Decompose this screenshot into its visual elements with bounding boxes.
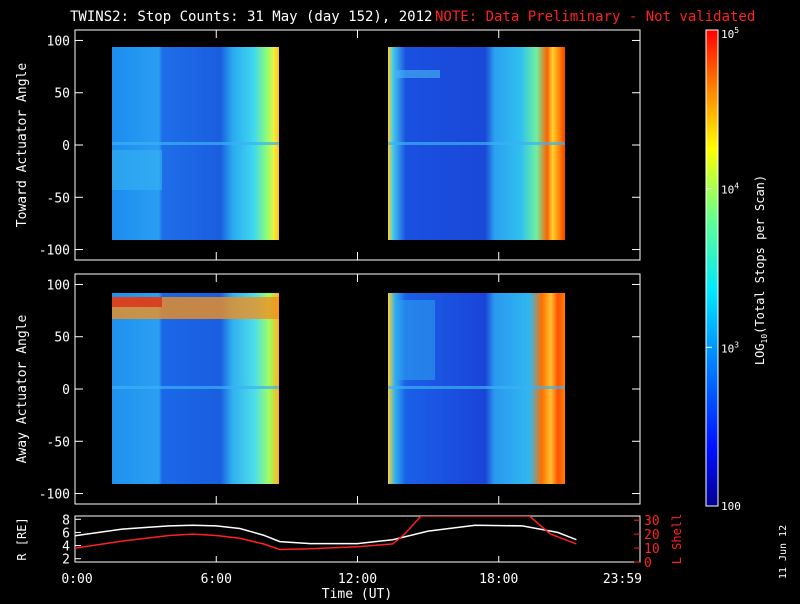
heatmap-feature	[112, 297, 162, 307]
orbit-axes-frame	[74, 515, 641, 563]
y-tick-label: 4	[62, 540, 70, 555]
y-tick-label-right: 20	[644, 528, 660, 543]
y-tick-label: -100	[39, 488, 70, 503]
toward-y-axis-label: Toward Actuator Angle	[15, 63, 30, 228]
y-tick-label: 50	[54, 87, 70, 102]
away-heatmap-panel: Away Actuator Angle 100 50 0 -50 -100	[15, 273, 641, 505]
x-tick-label: 6:00	[201, 572, 232, 587]
y-tick-label: 6	[62, 526, 70, 541]
side-date-stamp: 11 Jun 12	[778, 525, 789, 579]
x-tick-label: 18:00	[479, 572, 518, 587]
orbit-right-axis-label: L Shell	[670, 514, 684, 565]
colorbar-tick-label: 104	[721, 182, 739, 197]
y-tick-label-right: 0	[644, 556, 652, 571]
x-tick-label: 12:00	[338, 572, 377, 587]
heatmap-feature	[395, 300, 435, 380]
preliminary-note: NOTE: Data Preliminary - Not validated	[435, 9, 755, 25]
heatmap-feature	[112, 150, 162, 190]
colorbar-tick-label: 100	[721, 500, 741, 513]
zero-angle-stripe	[388, 386, 565, 389]
x-tick-label: 0:00	[61, 572, 92, 587]
x-tick-label: 23:59	[603, 572, 642, 587]
y-tick-label-right: 10	[644, 542, 660, 557]
figure-title: TWINS2: Stop Counts: 31 May (day 152), 2…	[70, 9, 432, 25]
y-tick-label: 8	[62, 513, 70, 528]
y-tick-label: 50	[54, 331, 70, 346]
zero-angle-stripe	[112, 142, 279, 145]
y-tick-label: 100	[47, 278, 70, 293]
y-tick-label: -50	[47, 435, 70, 450]
y-tick-label: 0	[62, 383, 70, 398]
toward-heatmap-panel: Toward Actuator Angle 100 50 0 -50 -100	[15, 29, 641, 261]
x-axis-label: Time (UT)	[322, 587, 392, 600]
colorbar-tick-label: 105	[721, 26, 739, 41]
away-heatmap-data	[112, 293, 565, 484]
colorbar-label: LOG10(Total Stops per Scan)	[753, 175, 769, 365]
y-tick-label: 2	[62, 553, 70, 568]
heatmap-feature	[395, 70, 440, 78]
colorbar-tick-label: 103	[721, 340, 739, 355]
y-tick-label: 100	[47, 34, 70, 49]
y-tick-label: -50	[47, 191, 70, 206]
colorbar: 100 103 104 105 LOG10(Total Stops per Scan)	[705, 26, 769, 513]
y-tick-label: -100	[39, 244, 70, 259]
zero-angle-stripe	[388, 142, 565, 145]
zero-angle-stripe	[112, 386, 279, 389]
toward-heatmap-data	[112, 47, 565, 240]
away-y-axis-label: Away Actuator Angle	[15, 314, 30, 463]
l-shell-series-line	[75, 516, 577, 551]
y-tick-label-right: 30	[644, 514, 660, 529]
colorbar-gradient	[705, 29, 719, 507]
y-tick-label: 0	[62, 139, 70, 154]
orbit-left-axis-label: R [RE]	[15, 517, 29, 560]
radius-series-line	[75, 524, 577, 545]
